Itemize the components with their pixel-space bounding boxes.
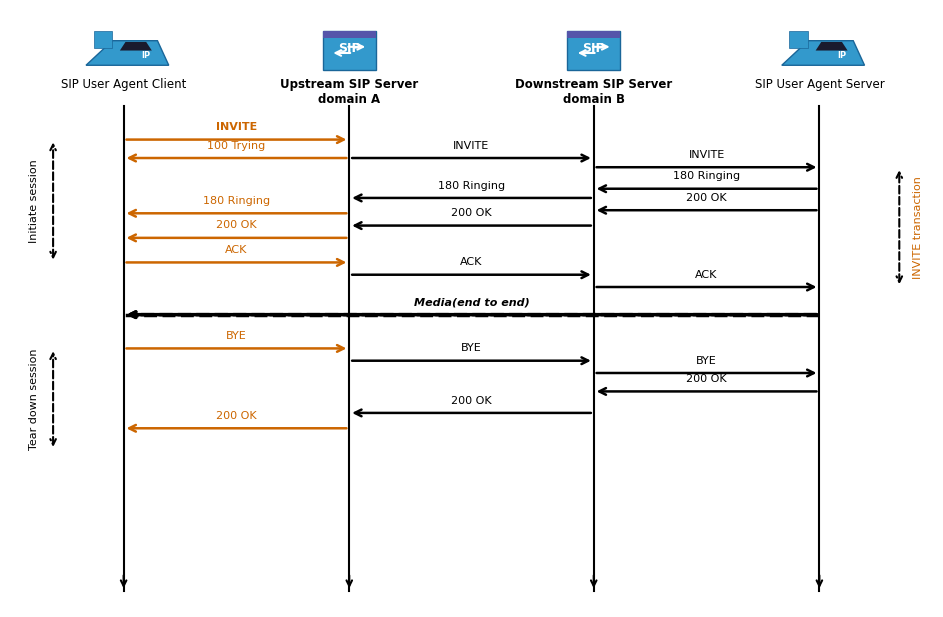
Polygon shape [568,31,620,70]
Polygon shape [782,41,865,65]
Text: Upstream SIP Server
domain A: Upstream SIP Server domain A [280,78,419,106]
Text: IP: IP [141,51,151,60]
Text: IP: IP [837,51,847,60]
Text: 200 OK: 200 OK [216,220,256,231]
Text: 100 Trying: 100 Trying [207,141,266,151]
Polygon shape [816,42,848,51]
Polygon shape [568,31,620,38]
Polygon shape [323,31,375,38]
Text: Tear down session: Tear down session [29,349,39,450]
Text: Media(end to end): Media(end to end) [414,297,529,307]
Polygon shape [789,31,808,48]
Text: 200 OK: 200 OK [687,374,727,384]
Text: Downstream SIP Server
domain B: Downstream SIP Server domain B [515,78,672,106]
Text: 180 Ringing: 180 Ringing [203,196,270,206]
Text: INVITE transaction: INVITE transaction [914,176,923,278]
Text: 200 OK: 200 OK [451,395,492,405]
Text: 180 Ringing: 180 Ringing [673,172,740,181]
Text: 180 Ringing: 180 Ringing [438,181,505,191]
Text: ACK: ACK [695,270,718,280]
Text: 200 OK: 200 OK [687,193,727,203]
Text: 200 OK: 200 OK [451,208,492,218]
Polygon shape [323,31,375,70]
Polygon shape [120,42,152,51]
Text: SIP: SIP [583,41,605,54]
Text: BYE: BYE [696,355,717,366]
Text: ACK: ACK [460,257,483,267]
Polygon shape [93,31,112,48]
Text: SIP User Agent Client: SIP User Agent Client [61,78,187,91]
Text: 200 OK: 200 OK [216,411,256,421]
Text: SIP: SIP [338,41,360,54]
Text: INVITE: INVITE [454,141,489,151]
Text: BYE: BYE [461,343,482,354]
Text: Initiate session: Initiate session [29,159,39,243]
Text: BYE: BYE [226,331,247,341]
Text: SIP User Agent Server: SIP User Agent Server [754,78,885,91]
Text: INVITE: INVITE [216,122,257,132]
Text: ACK: ACK [225,245,248,255]
Polygon shape [86,41,169,65]
Text: INVITE: INVITE [688,150,724,160]
